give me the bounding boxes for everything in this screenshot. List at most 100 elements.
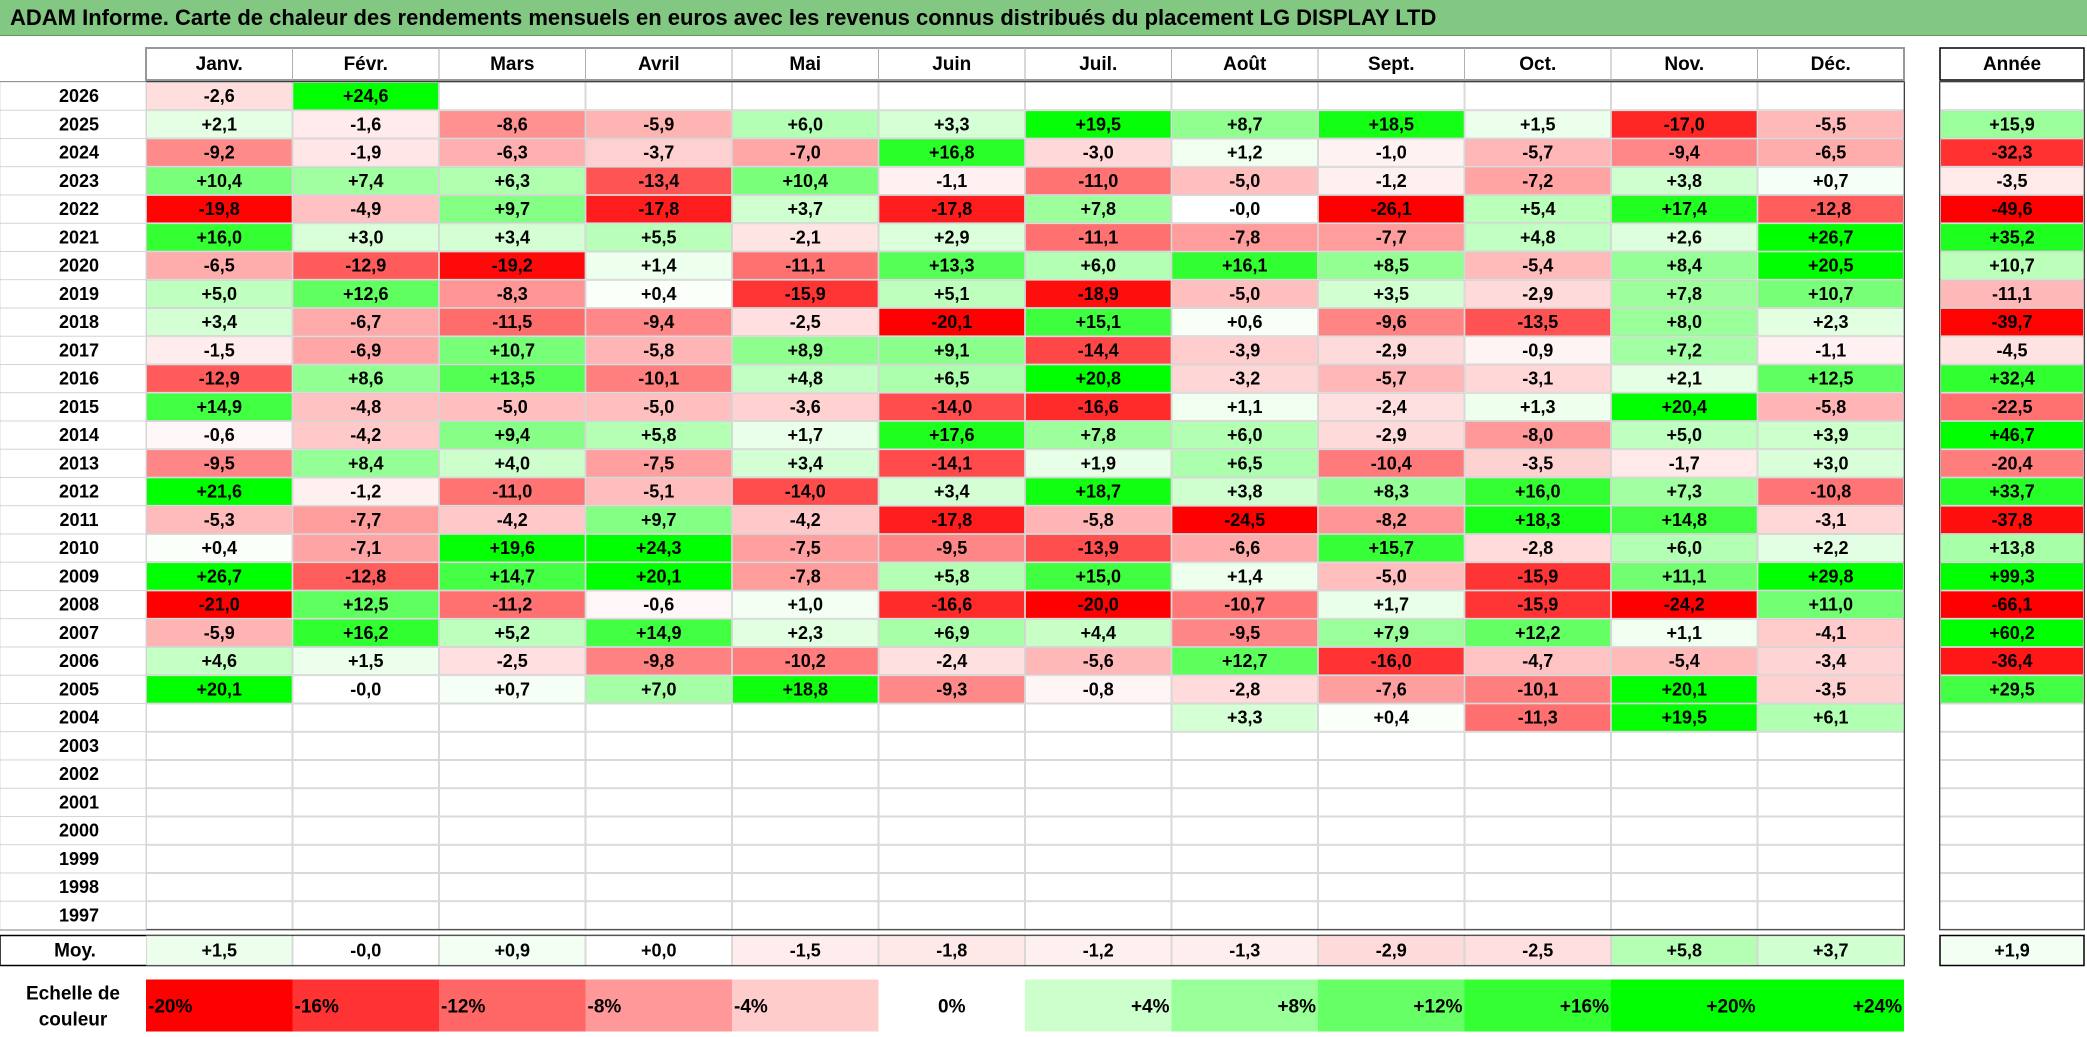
heatmap-cell-value: +16,0: [1515, 482, 1561, 502]
heatmap-cell-value: +20,8: [1075, 369, 1121, 389]
heatmap-cell: [1757, 251, 1904, 280]
average-cell: [1171, 935, 1318, 966]
heatmap-cell: [732, 675, 879, 704]
annual-cell-value: -4,5: [1996, 340, 2027, 360]
scale-stop-label: +4%: [1131, 997, 1170, 1018]
heatmap-cell: [439, 477, 586, 506]
heatmap-cell: [1025, 195, 1172, 224]
heatmap-cell-value: -7,2: [1522, 171, 1553, 191]
heatmap-cell-value: +18,5: [1368, 114, 1414, 134]
heatmap-cell: [439, 223, 586, 252]
heatmap-cell-value: -24,5: [1224, 510, 1265, 530]
year-cell: [0, 731, 147, 761]
year-label: 2010: [59, 538, 99, 558]
scale-stop-label: +24%: [1853, 997, 1902, 1018]
heatmap-cell-value: +5,5: [641, 227, 677, 247]
heatmap-cell: [1171, 449, 1318, 478]
heatmap-cell-value: -0,0: [350, 679, 381, 699]
heatmap-cell: [1318, 392, 1465, 421]
heatmap-cell: [878, 703, 1025, 732]
annual-frame: [1939, 81, 2085, 931]
heatmap-cell: [439, 703, 586, 732]
heatmap-cell-value: -6,5: [204, 256, 235, 276]
heatmap-cell-value: +9,1: [934, 340, 970, 360]
heatmap-cell-value: +18,7: [1075, 482, 1121, 502]
heatmap-cell-value: -4,7: [1522, 651, 1553, 671]
annual-cell: [1940, 816, 2084, 845]
heatmap-cell-value: -11,3: [1518, 708, 1558, 728]
heatmap-cell: [585, 647, 732, 676]
heatmap-cell-value: -15,9: [1517, 595, 1558, 615]
heatmap-cell-value: +8,7: [1227, 114, 1263, 134]
heatmap-cell-value: +12,5: [1808, 369, 1854, 389]
heatmap-cell: [878, 279, 1025, 308]
year-label: 2024: [59, 143, 99, 163]
heatmap-cell: [1171, 421, 1318, 450]
heatmap-cell: [1757, 590, 1904, 619]
heatmap-cell: [439, 675, 586, 704]
heatmap-cell-value: +8,3: [1373, 482, 1409, 502]
heatmap-cell-value: -17,0: [1664, 114, 1705, 134]
annual-cell: [1940, 392, 2084, 421]
annual-cell-value: -11,1: [1992, 284, 2032, 304]
heatmap-cell: [878, 110, 1025, 139]
heatmap-cell-value: +14,7: [489, 566, 535, 586]
heatmap-cell: [1611, 562, 1758, 591]
heatmap-cell: [1757, 901, 1904, 930]
heatmap-cell: [1171, 731, 1318, 760]
heatmap-cell-value: -3,1: [1522, 369, 1553, 389]
heatmap-cell-value: +4,4: [1080, 623, 1116, 643]
heatmap-cell: [585, 562, 732, 591]
heatmap-cell-value: +3,8: [1666, 171, 1702, 191]
heatmap-cell: [1025, 562, 1172, 591]
annual-cell-value: +10,7: [1989, 256, 2035, 276]
heatmap-cell: [439, 760, 586, 789]
heatmap-cell: [292, 166, 439, 195]
year-cell: [0, 703, 147, 733]
heatmap-cell: [439, 816, 586, 845]
year-cell: [0, 844, 147, 874]
heatmap-cell: [1318, 562, 1465, 591]
year-label: 2005: [59, 679, 99, 699]
scale-stop-label: +20%: [1706, 997, 1755, 1018]
average-cell-value: +0,0: [641, 941, 677, 961]
heatmap-cell: [1611, 279, 1758, 308]
heatmap-cell: [878, 788, 1025, 817]
heatmap-cell: [1025, 618, 1172, 647]
annual-cell: [1940, 590, 2084, 619]
heatmap-cell-value: +0,4: [201, 538, 237, 558]
year-label: 2012: [59, 482, 99, 502]
scale-swatch: [1318, 979, 1465, 1032]
heatmap-cell: [732, 166, 879, 195]
heatmap-cell-value: +3,3: [934, 114, 970, 134]
heatmap-cell-value: -19,8: [199, 199, 240, 219]
heatmap-cell: [585, 223, 732, 252]
heatmap-cell: [1171, 364, 1318, 393]
heatmap-cell-value: -9,5: [204, 453, 235, 473]
heatmap-cell: [1171, 562, 1318, 591]
heatmap-cell: [585, 449, 732, 478]
heatmap-cell-value: -15,9: [1517, 566, 1558, 586]
heatmap-cell: [1757, 279, 1904, 308]
heatmap-cell-value: +13,5: [489, 369, 535, 389]
heatmap-cell-value: -3,5: [1815, 679, 1846, 699]
heatmap-cell-value: -9,4: [1669, 143, 1700, 163]
heatmap-cell-value: +12,6: [343, 284, 389, 304]
heatmap-cell: [1757, 703, 1904, 732]
heatmap-cell: [1464, 590, 1611, 619]
year-cell: [0, 448, 147, 478]
heatmap-cell: [1025, 449, 1172, 478]
heatmap-cell: [1171, 760, 1318, 789]
annual-cell-value: -49,6: [1991, 199, 2032, 219]
heatmap-cell-value: +3,7: [787, 199, 823, 219]
heatmap-cell: [878, 308, 1025, 337]
heatmap-cell: [1318, 760, 1465, 789]
heatmap-cell: [292, 901, 439, 930]
heatmap-cell: [1611, 138, 1758, 167]
heatmap-cell-value: -8,0: [1522, 425, 1553, 445]
heatmap-cell-value: +20,4: [1661, 397, 1707, 417]
heatmap-cell: [1171, 138, 1318, 167]
heatmap-cell-value: +3,9: [1813, 425, 1849, 445]
heatmap-cell: [1025, 590, 1172, 619]
